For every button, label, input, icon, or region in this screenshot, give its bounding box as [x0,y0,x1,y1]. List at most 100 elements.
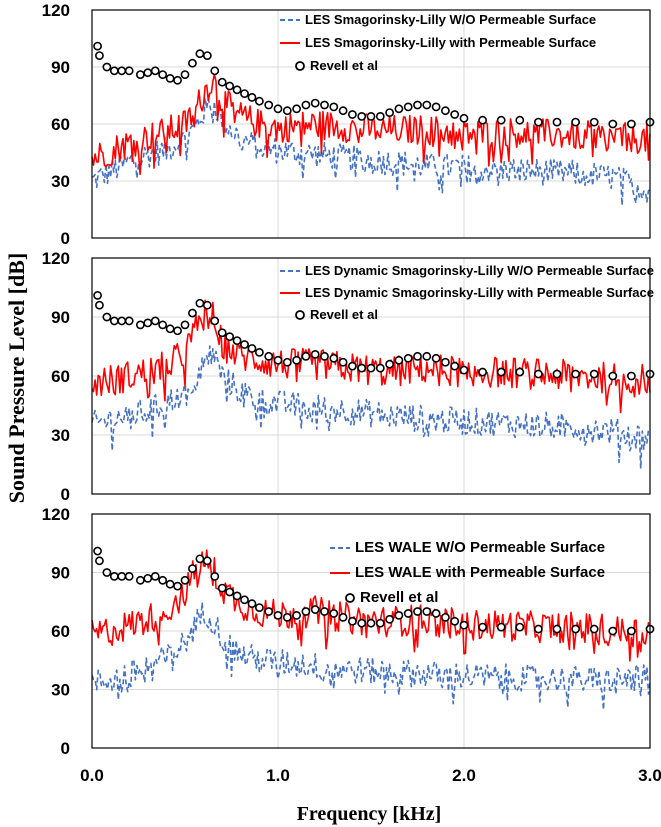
data-point [422,100,432,110]
data-point [627,119,636,129]
data-point [608,371,618,381]
data-point [385,108,394,117]
data-point [310,98,320,108]
data-point [109,316,119,326]
data-point [109,66,119,76]
data-point [109,572,119,581]
legend-label: LES WALE W/O Permeable Surface [355,539,605,556]
data-point [608,626,618,636]
data-point [329,609,339,618]
data-point [292,104,301,114]
data-point [478,115,487,125]
data-point [247,344,257,353]
data-point [225,587,235,597]
data-point [357,363,367,373]
series-without-surface-line [91,601,651,711]
data-point [431,353,441,363]
data-point [135,575,145,585]
y-tick-label: 60 [51,367,70,386]
data-point [165,74,175,83]
data-point [173,75,182,85]
y-tick-label: 30 [51,172,70,191]
data-point [552,117,562,127]
data-point [282,357,292,367]
data-point [431,102,441,112]
data-point [320,607,329,616]
y-tick-label: 0 [61,739,70,758]
data-point [102,568,112,577]
data-point [338,612,348,622]
data-point [366,363,376,373]
data-point [150,316,160,326]
data-point [124,66,134,76]
data-point [301,607,311,616]
data-point [95,556,104,566]
data-point [552,624,562,634]
data-point [124,572,134,581]
y-tick-label: 120 [42,1,70,20]
data-point [202,51,212,60]
legend-label: LES Smagorinsky-Lilly with Permeable Sur… [305,35,596,50]
data-point [232,591,242,601]
data-point [210,572,220,581]
data-point [403,609,413,618]
data-point [264,100,274,110]
data-point [143,68,153,78]
data-point [117,316,127,326]
data-point [165,324,175,334]
data-point [292,355,301,365]
data-point [188,308,197,318]
data-point [413,607,422,616]
legend: LES Smagorinsky-Lilly W/O Permeable Surf… [280,12,596,73]
data-point [589,369,599,379]
data-point [385,359,394,369]
data-point [254,347,264,357]
data-point [403,353,413,363]
legend-marker [295,310,305,320]
x-tick-label: 1.0 [266,766,290,785]
data-point [93,41,102,51]
x-tick-label: 0.0 [80,766,104,785]
y-tick-label: 0 [61,229,70,248]
data-point [347,110,357,119]
data-point [150,66,160,76]
y-tick-label: 0 [61,485,70,504]
y-tick-label: 120 [42,505,70,524]
data-point [552,369,562,379]
data-point [394,611,404,620]
chart-panel-2: 0 30 60 90 120 LES Dynamic Smagorinsky-Lilly … [42,249,655,504]
data-point [232,85,242,95]
data-point [117,66,127,76]
data-point [496,622,506,632]
legend-label: Revell et al [310,58,378,73]
data-point [150,572,160,581]
data-point [225,81,235,91]
data-point [459,620,469,630]
data-point [413,351,422,361]
data-point [273,355,283,365]
data-point [195,49,205,59]
data-point [329,353,339,363]
legend-label: LES Smagorinsky-Lilly W/O Permeable Surf… [305,12,596,27]
data-point [102,312,112,322]
legend-label: LES Dynamic Smagorinsky-Lilly with Perme… [305,285,654,300]
legend-label: Revell et al [310,307,378,322]
data-point [366,112,376,121]
data-point [143,318,153,328]
data-point [310,349,320,359]
data-point [347,361,357,371]
series-reference-markers [93,546,655,636]
data-point [450,616,460,626]
data-point [496,115,506,125]
data-point [627,371,636,381]
plot-frame [91,9,651,239]
data-point [459,365,469,375]
data-point [357,618,367,628]
data-point [195,298,205,308]
data-point [240,89,249,98]
legend-label: LES WALE with Permeable Surface [355,564,605,581]
data-point [217,328,227,338]
data-point [124,316,134,326]
data-point [292,611,301,620]
